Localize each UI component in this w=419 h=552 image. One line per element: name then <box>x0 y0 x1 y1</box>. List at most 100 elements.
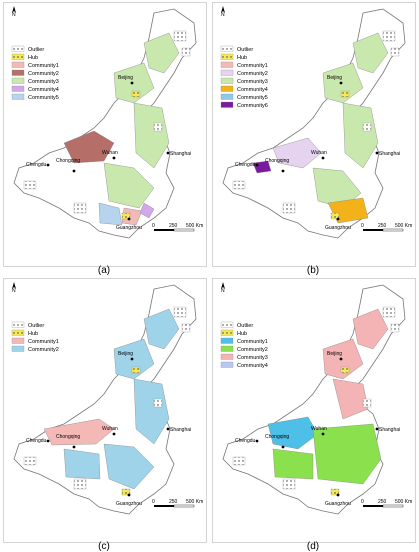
map-panel-c: Beijing Shanghai Chengdu Chongqing Wuhan Guan… <box>3 278 207 543</box>
legend-swatch-0 <box>11 321 25 328</box>
legend-swatch-3 <box>11 69 25 76</box>
region-3 <box>63 130 115 164</box>
scale-250: 250 <box>169 499 178 505</box>
city-marker-beijing <box>130 357 134 361</box>
map-regions <box>232 30 400 224</box>
legend-swatch-6 <box>11 93 25 100</box>
north-arrow-icon <box>12 6 16 13</box>
region-3 <box>267 416 319 450</box>
hub-block-1 <box>121 212 131 220</box>
city-label-wuhan: Wuhan <box>102 150 118 156</box>
city-label-chongqing: Chongqing <box>265 158 289 164</box>
city-label-chongqing: Chongqing <box>56 434 80 440</box>
legend-label-6: Community5 <box>237 95 268 101</box>
outlier-block-2 <box>232 180 246 190</box>
scale-250: 250 <box>378 499 387 505</box>
hub-block-1 <box>330 212 340 220</box>
city-marker-guangzhou <box>127 217 131 221</box>
region-2 <box>133 378 170 445</box>
hub-block-0 <box>340 366 350 374</box>
outlier-block-2 <box>23 456 37 466</box>
region-0 <box>352 308 389 350</box>
region-5 <box>63 448 101 480</box>
city-label-beijing: Beijing <box>118 75 133 81</box>
north-arrow-label: N <box>221 12 225 18</box>
city-marker-chengdu <box>255 439 259 443</box>
region-7 <box>139 202 155 219</box>
city-label-guangzhou: Guangzhou <box>325 225 351 231</box>
city-label-chengdu: Chengdu <box>26 438 47 444</box>
legend-label-5: Community4 <box>28 87 59 93</box>
city-marker-wuhan <box>321 156 325 160</box>
outlier-block-3 <box>73 478 87 490</box>
outlier-block-1 <box>390 47 400 57</box>
map-b: Beijing Shanghai Chengdu Chongqing Wuhan Guan… <box>220 6 412 239</box>
legend-label-1: Hub <box>28 331 38 337</box>
city-marker-guangzhou <box>127 493 131 497</box>
scale-500: 500 Km <box>395 223 412 229</box>
city-marker-shanghai <box>166 427 170 431</box>
city-marker-chongqing <box>72 169 76 173</box>
north-arrow-icon <box>221 6 225 13</box>
caption-d: (d) <box>306 541 320 552</box>
city-label-shanghai: Shanghai <box>379 151 400 157</box>
legend-swatch-4 <box>220 77 234 84</box>
scale-0: 0 <box>152 499 155 505</box>
region-2 <box>342 102 379 169</box>
region-4 <box>103 443 155 490</box>
legend-label-1: Hub <box>237 331 247 337</box>
legend-swatch-6 <box>220 93 234 100</box>
scale-500: 500 Km <box>186 223 203 229</box>
city-markers: Beijing Shanghai Chengdu Chongqing Wuhan Guan… <box>235 351 400 507</box>
region-5 <box>98 202 123 226</box>
legend-label-4: Community3 <box>237 79 268 85</box>
map-panel-b: Beijing Shanghai Chengdu Chongqing Wuhan Guan… <box>212 2 416 267</box>
region-4 <box>312 423 382 485</box>
scale-250: 250 <box>378 223 387 229</box>
legend-label-4: Community3 <box>28 79 59 85</box>
caption-c: (c) <box>98 541 110 552</box>
map-regions <box>23 306 191 496</box>
hub-block-0 <box>131 366 141 374</box>
legend-swatch-0 <box>220 321 234 328</box>
city-label-chengdu: Chengdu <box>26 162 47 168</box>
city-marker-chengdu <box>46 163 50 167</box>
scale-500: 500 Km <box>186 499 203 505</box>
legend-label-1: Hub <box>28 55 38 61</box>
north-arrow-label: N <box>12 288 16 294</box>
hub-block-0 <box>131 90 141 98</box>
hub-block-1 <box>330 488 340 496</box>
map-d: Beijing Shanghai Chengdu Chongqing Wuhan Guan… <box>220 282 412 515</box>
city-marker-shanghai <box>166 151 170 155</box>
city-label-chengdu: Chengdu <box>235 438 256 444</box>
city-label-beijing: Beijing <box>327 351 342 357</box>
legend-label-2: Community1 <box>237 339 268 345</box>
outlier-block-2 <box>23 180 37 190</box>
city-label-guangzhou: Guangzhou <box>116 225 142 231</box>
map-c: Beijing Shanghai Chengdu Chongqing Wuhan Guan… <box>11 282 203 515</box>
legend-label-2: Community1 <box>237 63 268 69</box>
city-marker-chengdu <box>255 163 259 167</box>
region-2 <box>332 378 369 420</box>
region-0 <box>352 32 389 74</box>
outlier-block-4 <box>153 122 163 132</box>
city-label-beijing: Beijing <box>327 75 342 81</box>
legend-swatch-7 <box>220 101 234 108</box>
city-label-guangzhou: Guangzhou <box>116 501 142 507</box>
city-marker-chengdu <box>46 439 50 443</box>
legend-label-1: Hub <box>237 55 247 61</box>
legend-label-3: Community2 <box>237 347 268 353</box>
legend-swatch-2 <box>11 61 25 68</box>
caption-b: (b) <box>306 265 320 276</box>
legend-label-5: Community4 <box>237 87 268 93</box>
city-label-guangzhou: Guangzhou <box>325 501 351 507</box>
legend-swatch-3 <box>11 345 25 352</box>
region-0 <box>143 32 180 74</box>
city-markers: Beijing Shanghai Chengdu Chongqing Wuhan Guan… <box>26 75 191 231</box>
city-marker-wuhan <box>321 432 325 436</box>
region-1 <box>322 62 364 104</box>
city-marker-wuhan <box>112 156 116 160</box>
city-label-beijing: Beijing <box>118 351 133 357</box>
outlier-block-2 <box>232 456 246 466</box>
legend-label-0: Outlier <box>237 323 253 329</box>
